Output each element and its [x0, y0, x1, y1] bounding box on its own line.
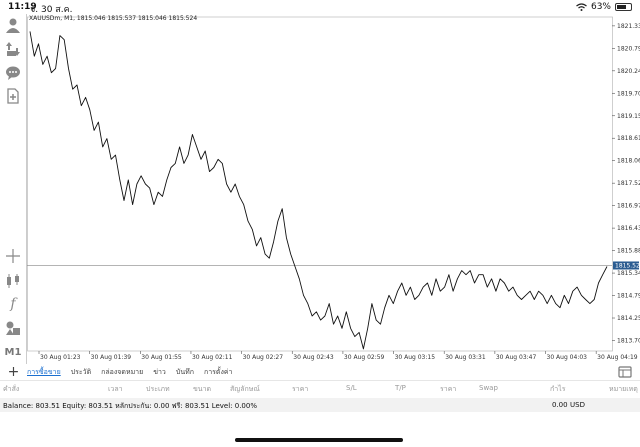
y-tick-label: 1814.795	[617, 293, 640, 300]
y-tick-label: 1818.610	[617, 135, 640, 142]
y-tick-label: 1819.700	[617, 90, 640, 97]
x-tick-label: 30 Aug 02:27	[243, 354, 284, 361]
battery-icon	[615, 3, 632, 11]
tab-mailbox[interactable]: กล่องจดหมาย	[101, 367, 144, 376]
function-icon[interactable]: f	[10, 296, 16, 312]
price-series-line	[29, 31, 608, 350]
tab-history[interactable]: ประวัติ	[70, 367, 92, 376]
panel-toggle-icon[interactable]	[618, 366, 632, 378]
y-tick-label: 1820.790	[617, 45, 640, 52]
col-sl[interactable]: S/L	[346, 384, 357, 392]
col-price2[interactable]: ราคา	[440, 385, 457, 393]
home-indicator	[235, 438, 403, 442]
tab-trade[interactable]: การซื้อขาย	[27, 367, 61, 376]
x-tick-label: 30 Aug 01:23	[40, 354, 81, 361]
crosshair-icon[interactable]	[4, 247, 22, 265]
current-price-label: 1815.524	[615, 262, 640, 269]
x-tick-label: 30 Aug 03:15	[395, 354, 436, 361]
chart-header: XAUUSDm, M1, 1815.046 1815.537 1815.046 …	[29, 15, 198, 22]
col-tp[interactable]: T/P	[395, 384, 406, 392]
y-tick-label: 1815.885	[617, 248, 640, 255]
x-tick-label: 30 Aug 01:39	[91, 354, 132, 361]
x-tick-label: 30 Aug 02:59	[344, 354, 385, 361]
tab-settings[interactable]: การตั้งค่า	[203, 367, 233, 376]
objects-icon[interactable]	[4, 319, 22, 337]
x-tick-label: 30 Aug 01:55	[141, 354, 182, 361]
y-tick-label: 1821.335	[617, 23, 640, 30]
x-tick-label: 30 Aug 02:11	[192, 354, 233, 361]
col-order[interactable]: คำสั่ง	[3, 385, 20, 393]
orders-table-header: คำสั่ง เวลา ประเภท ขนาด สัญลักษณ์ ราคา S…	[0, 381, 640, 395]
trade-arrows-icon[interactable]	[4, 40, 22, 58]
timeframe-button[interactable]: M1	[4, 346, 22, 358]
chat-icon[interactable]	[4, 64, 22, 82]
col-comment[interactable]: หมายเหตุ	[609, 385, 638, 393]
y-tick-label: 1817.520	[617, 180, 640, 187]
balance-row: Balance: 803.51 Equity: 803.51 หลักประกั…	[0, 398, 640, 412]
balance-profit: 0.00	[552, 401, 568, 409]
x-tick-label: 30 Aug 04:03	[547, 354, 588, 361]
x-tick-label: 30 Aug 03:31	[445, 354, 486, 361]
price-chart[interactable]: 1821.335 1820.790 1820.245 1819.700 1819.155…	[27, 14, 640, 364]
wifi-icon	[576, 3, 587, 11]
person-icon[interactable]	[4, 16, 22, 34]
chart-toolbar: f M1	[0, 14, 27, 364]
col-price[interactable]: ราคา	[292, 385, 309, 393]
add-icon[interactable]: +	[7, 364, 20, 380]
chart-canvas[interactable]: 1821.335 1820.790 1820.245 1819.700 1819.155…	[27, 14, 640, 364]
tab-journal[interactable]: บันทึก	[175, 367, 194, 376]
new-document-icon[interactable]	[4, 87, 22, 105]
col-swap[interactable]: Swap	[479, 384, 498, 392]
y-tick-label: 1813.705	[617, 337, 640, 344]
x-tick-label: 30 Aug 03:47	[496, 354, 537, 361]
tab-news[interactable]: ข่าว	[153, 367, 166, 376]
status-time: 11:19	[8, 2, 37, 12]
col-profit[interactable]: กำไร	[550, 385, 566, 393]
y-tick-label: 1818.065	[617, 158, 640, 165]
y-tick-label: 1820.245	[617, 68, 640, 75]
plot-frame	[27, 16, 613, 352]
y-tick-label: 1816.430	[617, 225, 640, 232]
status-date: จ. 30 ส.ค.	[30, 5, 73, 15]
current-price-tag	[613, 261, 639, 270]
indicators-icon[interactable]	[4, 272, 22, 290]
status-bar: 11:19 จ. 30 ส.ค. 63%	[0, 0, 640, 15]
x-tick-label: 30 Aug 02:43	[293, 354, 334, 361]
x-tick-label: 30 Aug 04:19	[597, 354, 638, 361]
balance-currency: USD	[570, 401, 585, 409]
col-type[interactable]: ประเภท	[146, 385, 170, 393]
y-tick-label: 1815.340	[617, 270, 640, 277]
col-symbol[interactable]: สัญลักษณ์	[230, 385, 260, 393]
battery-percent: 63%	[590, 2, 611, 12]
terminal-tabs: + การซื้อขาย ประวัติ กล่องจดหมาย ข่าว บั…	[0, 364, 640, 381]
balance-text: Balance: 803.51 Equity: 803.51 หลักประกั…	[3, 402, 257, 410]
col-time[interactable]: เวลา	[108, 385, 123, 393]
y-tick-label: 1819.155	[617, 113, 640, 120]
col-size[interactable]: ขนาด	[193, 385, 212, 393]
status-right: 63%	[576, 2, 632, 12]
y-tick-label: 1816.975	[617, 203, 640, 210]
y-tick-label: 1814.250	[617, 315, 640, 322]
